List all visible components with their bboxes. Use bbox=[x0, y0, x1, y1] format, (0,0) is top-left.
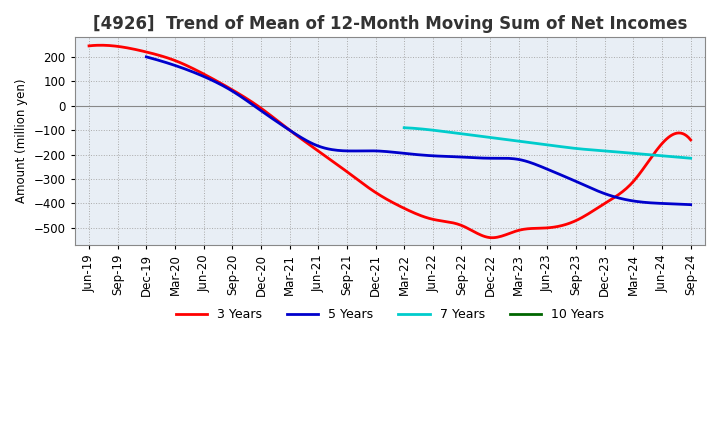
3 Years bbox=[686, 137, 695, 143]
5 Years bbox=[144, 55, 153, 60]
Line: 5 Years: 5 Years bbox=[146, 57, 690, 205]
5 Years bbox=[466, 155, 474, 160]
7 Years bbox=[570, 146, 579, 151]
5 Years bbox=[475, 155, 484, 161]
Legend: 3 Years, 5 Years, 7 Years, 10 Years: 3 Years, 5 Years, 7 Years, 10 Years bbox=[171, 303, 609, 326]
7 Years bbox=[401, 125, 410, 130]
5 Years bbox=[635, 199, 644, 205]
5 Years bbox=[142, 54, 150, 59]
7 Years bbox=[642, 152, 650, 157]
Y-axis label: Amount (million yen): Amount (million yen) bbox=[15, 79, 28, 203]
3 Years bbox=[85, 43, 94, 48]
3 Years bbox=[487, 235, 496, 240]
5 Years bbox=[686, 202, 695, 207]
Line: 3 Years: 3 Years bbox=[89, 45, 690, 238]
7 Years bbox=[575, 146, 584, 151]
3 Years bbox=[86, 43, 95, 48]
5 Years bbox=[600, 191, 609, 196]
3 Years bbox=[455, 222, 464, 227]
Title: [4926]  Trend of Mean of 12-Month Moving Sum of Net Incomes: [4926] Trend of Mean of 12-Month Moving … bbox=[93, 15, 687, 33]
5 Years bbox=[464, 155, 473, 160]
3 Years bbox=[443, 219, 451, 224]
7 Years bbox=[400, 125, 408, 130]
7 Years bbox=[660, 153, 668, 158]
3 Years bbox=[96, 43, 105, 48]
3 Years bbox=[596, 204, 605, 209]
3 Years bbox=[634, 173, 643, 178]
7 Years bbox=[686, 156, 695, 161]
3 Years bbox=[445, 220, 454, 225]
7 Years bbox=[570, 146, 578, 151]
Line: 7 Years: 7 Years bbox=[404, 128, 690, 158]
